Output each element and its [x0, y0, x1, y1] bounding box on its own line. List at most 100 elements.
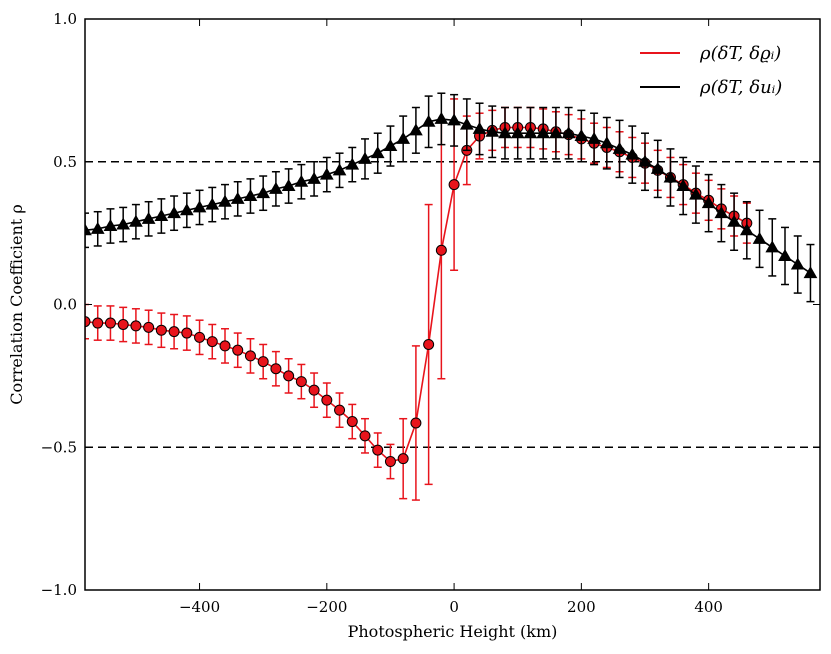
data-point	[256, 186, 271, 199]
data-point	[205, 197, 220, 210]
data-point	[752, 231, 767, 244]
data-point	[587, 131, 601, 144]
data-point	[447, 113, 461, 126]
data-point	[270, 363, 282, 375]
data-point	[345, 157, 360, 170]
y-tick-label: 0.5	[53, 153, 77, 171]
x-tick-label: 400	[694, 598, 723, 616]
data-point	[410, 417, 422, 429]
y-axis-title: Correlation Coefficient ρ	[7, 204, 26, 404]
data-point	[409, 123, 423, 136]
data-point	[143, 321, 155, 333]
x-tick-label: −400	[179, 598, 220, 616]
plot-frame	[84, 18, 821, 591]
data-point	[434, 111, 449, 124]
data-point	[179, 203, 194, 216]
data-point	[194, 331, 206, 343]
data-point	[739, 223, 754, 236]
data-point	[448, 179, 460, 191]
data-point	[714, 206, 729, 219]
data-point	[218, 194, 232, 207]
series-0	[85, 98, 753, 501]
data-point	[599, 136, 614, 149]
data-point	[359, 430, 371, 442]
data-point	[485, 124, 500, 137]
data-point	[370, 146, 385, 159]
y-tick-label: −0.5	[41, 438, 77, 456]
data-point	[219, 340, 231, 352]
data-point	[727, 214, 741, 227]
y-tick-label: −1.0	[41, 581, 77, 599]
data-point	[372, 444, 384, 456]
data-point	[104, 317, 116, 329]
data-point	[85, 223, 92, 236]
data-point	[676, 179, 691, 192]
data-point	[346, 416, 358, 428]
data-point	[612, 141, 627, 154]
data-point	[383, 139, 398, 152]
data-point	[510, 126, 525, 139]
x-tick-label: −200	[306, 598, 347, 616]
data-point	[459, 117, 474, 130]
axis-ticks: −400 −200 0 200 400 −1.0 −0.5 0.0 0.5 1.0	[41, 10, 820, 616]
data-point	[307, 171, 321, 184]
data-point	[283, 370, 295, 382]
data-point	[181, 327, 193, 339]
data-point	[435, 244, 447, 256]
data-point	[397, 453, 409, 465]
data-point	[90, 221, 105, 234]
x-tick-label: 200	[567, 598, 596, 616]
data-point	[396, 131, 411, 144]
data-point	[281, 179, 296, 192]
data-point	[129, 214, 143, 227]
data-point	[332, 163, 347, 176]
legend-label: ρ(δT, δϱᵢ)	[699, 43, 781, 64]
data-point	[650, 161, 665, 174]
data-point	[167, 206, 181, 219]
series-layer	[85, 92, 818, 501]
y-tick-label: 1.0	[53, 10, 77, 28]
x-axis-title: Photospheric Height (km)	[348, 622, 558, 641]
data-point	[574, 129, 589, 142]
data-point	[294, 174, 309, 187]
data-point	[701, 196, 716, 209]
data-point	[103, 218, 118, 231]
data-point	[257, 356, 269, 368]
data-point	[269, 181, 283, 194]
legend: ρ(δT, δϱᵢ) ρ(δT, δuᵢ)	[640, 43, 782, 98]
data-point	[638, 154, 652, 167]
data-point	[472, 121, 487, 134]
data-point	[790, 257, 805, 270]
data-point	[141, 211, 156, 224]
data-point	[561, 126, 576, 139]
data-point	[206, 336, 218, 348]
reference-lines	[85, 161, 820, 448]
data-point	[154, 208, 169, 221]
x-tick-label: 0	[449, 598, 459, 616]
data-point	[536, 126, 551, 139]
data-point	[663, 170, 678, 183]
data-point	[319, 167, 334, 180]
data-point	[358, 151, 372, 164]
data-point	[803, 266, 818, 279]
data-point	[155, 324, 167, 336]
data-point	[308, 384, 320, 396]
data-point	[130, 320, 142, 332]
data-point	[689, 187, 703, 200]
data-point	[244, 350, 256, 362]
data-point	[765, 240, 780, 253]
data-point	[625, 147, 640, 160]
data-point	[192, 200, 207, 213]
data-point	[243, 189, 258, 202]
data-point	[384, 456, 396, 468]
data-point	[523, 126, 538, 139]
series-1	[85, 92, 818, 303]
data-point	[334, 404, 346, 416]
legend-label: ρ(δT, δuᵢ)	[699, 77, 782, 98]
data-point	[778, 248, 792, 261]
data-point	[321, 394, 333, 406]
data-point	[295, 376, 307, 388]
data-point	[85, 316, 91, 328]
data-point	[230, 191, 245, 204]
